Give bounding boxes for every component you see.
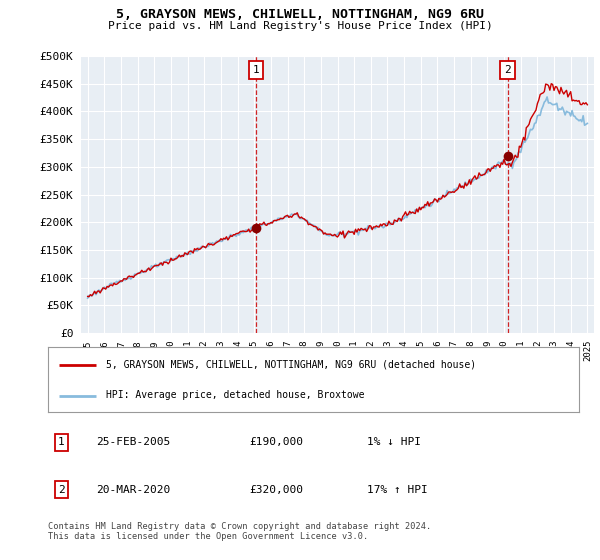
- Text: £190,000: £190,000: [250, 437, 304, 447]
- Text: 25-FEB-2005: 25-FEB-2005: [96, 437, 170, 447]
- Text: 5, GRAYSON MEWS, CHILWELL, NOTTINGHAM, NG9 6RU: 5, GRAYSON MEWS, CHILWELL, NOTTINGHAM, N…: [116, 8, 484, 21]
- Text: 1: 1: [253, 65, 260, 75]
- Text: 5, GRAYSON MEWS, CHILWELL, NOTTINGHAM, NG9 6RU (detached house): 5, GRAYSON MEWS, CHILWELL, NOTTINGHAM, N…: [106, 360, 476, 370]
- Text: £320,000: £320,000: [250, 485, 304, 495]
- Text: HPI: Average price, detached house, Broxtowe: HPI: Average price, detached house, Brox…: [106, 390, 365, 400]
- Text: 1: 1: [58, 437, 65, 447]
- Text: Price paid vs. HM Land Registry's House Price Index (HPI): Price paid vs. HM Land Registry's House …: [107, 21, 493, 31]
- Text: 20-MAR-2020: 20-MAR-2020: [96, 485, 170, 495]
- Text: 2: 2: [58, 485, 65, 495]
- Text: 2: 2: [505, 65, 511, 75]
- Text: Contains HM Land Registry data © Crown copyright and database right 2024.
This d: Contains HM Land Registry data © Crown c…: [48, 522, 431, 542]
- Text: 17% ↑ HPI: 17% ↑ HPI: [367, 485, 427, 495]
- Text: 1% ↓ HPI: 1% ↓ HPI: [367, 437, 421, 447]
